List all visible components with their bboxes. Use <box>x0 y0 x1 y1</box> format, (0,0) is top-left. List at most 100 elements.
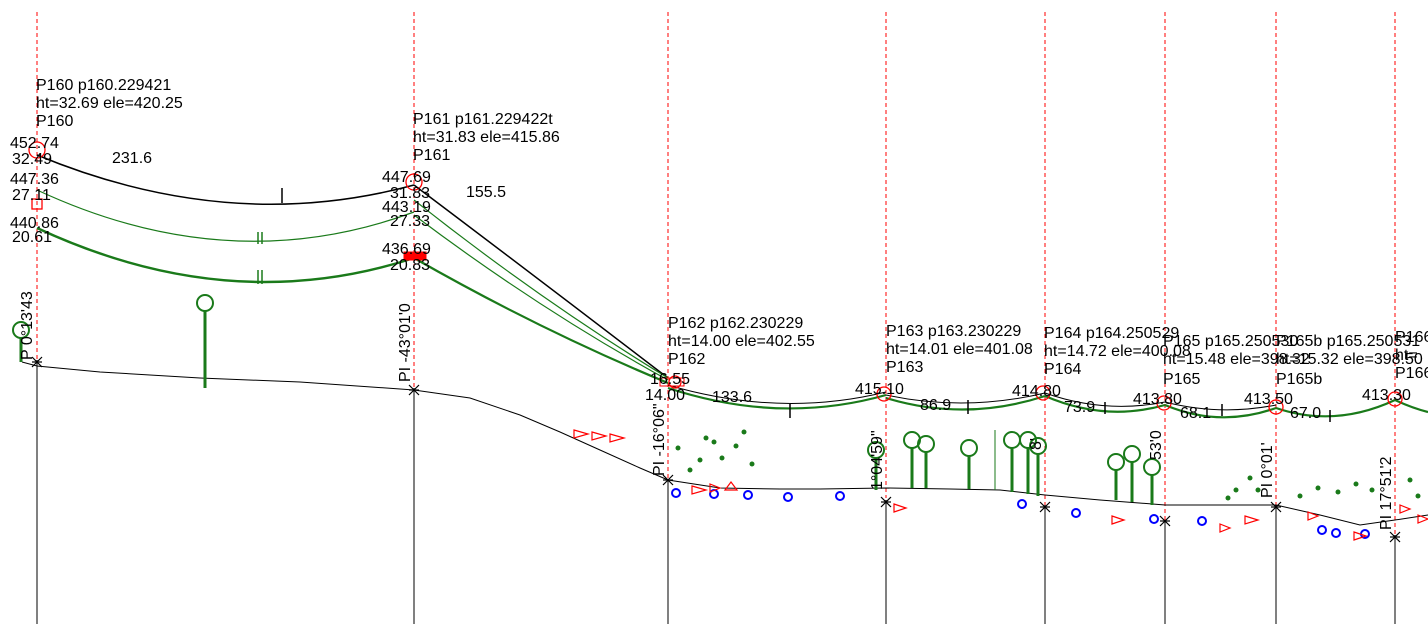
tower-name-p165: P165 <box>1163 371 1200 388</box>
span-label-2: 155.5 <box>466 184 506 201</box>
green-wire-ticks <box>257 232 263 284</box>
span-label-1: 231.6 <box>112 150 152 167</box>
vegetation-dots <box>675 429 1421 501</box>
insulator-marker-p160 <box>31 198 43 210</box>
tree-symbol <box>1107 453 1125 500</box>
tower-marker-p163 <box>876 386 892 402</box>
ground-profile <box>21 361 1428 526</box>
attach-p161-4: 436.69 <box>382 241 431 258</box>
tower-height-p165b: ht=15.32 ele=398.50 <box>1276 351 1423 368</box>
phase-wire-b-span-2 <box>413 214 669 381</box>
tower-header-p160: P160 p160.229421 <box>36 77 171 94</box>
phase-wire-span-6 <box>1164 403 1277 419</box>
angle-label-p163: 1°04'59" <box>869 430 886 490</box>
tower-header-p165: P165 p165.250530 <box>1163 333 1298 350</box>
tower-height-p163: ht=14.01 ele=401.08 <box>886 341 1033 358</box>
tower-height-p166: ht= <box>1395 347 1418 364</box>
tree-symbol <box>960 439 978 489</box>
tower-marker-p165 <box>1156 395 1172 411</box>
attach-p164-0: 414.80 <box>1012 383 1061 400</box>
ground-x-p165 <box>1159 515 1171 527</box>
span-label-5: 73.9 <box>1064 399 1095 416</box>
phase-conductors <box>36 189 1428 419</box>
attach-p162-0: 16.55 <box>650 371 690 388</box>
attach-p160-4: 440.86 <box>10 215 59 232</box>
phase-wire-span-4 <box>885 394 1046 411</box>
insulator-marker-p162 <box>659 377 685 387</box>
tower-marker-p162 <box>668 375 682 389</box>
angle-label-p165: 53'0 <box>1148 430 1165 460</box>
top-wire-span-1 <box>36 154 415 205</box>
tower-header-p166: P166 <box>1395 329 1428 346</box>
span-label-4: 86.9 <box>920 397 951 414</box>
tower-name-p163: P163 <box>886 359 923 376</box>
tower-marker-p160 <box>28 141 46 159</box>
shield-wire-span-4 <box>885 392 1046 404</box>
tower-name-p160: P160 <box>36 113 73 130</box>
attach-p160-2: 447.36 <box>10 171 59 188</box>
tower-marker-p161 <box>405 173 423 191</box>
attach-p160-0: 452.74 <box>10 135 59 152</box>
tower-header-p163: P163 p163.230229 <box>886 323 1021 340</box>
tree-symbol <box>12 321 30 362</box>
tower-height-p165: ht=15.48 ele=398.32 <box>1163 351 1310 368</box>
attach-p160-1: 32.49 <box>12 151 52 168</box>
attachment-labels: 452.74 32.49 447.36 27.11 440.86 20.61 4… <box>10 135 1411 408</box>
tower-height-p164: ht=14.72 ele=400.08 <box>1044 343 1191 360</box>
tree-symbol <box>867 441 885 490</box>
ground-x-p162 <box>662 474 674 486</box>
top-conductor <box>36 154 669 379</box>
angle-label-p164: 8' <box>1028 438 1045 450</box>
ground-x-p165b <box>1270 501 1282 513</box>
clearance-markers <box>573 429 1428 541</box>
tower-poles <box>36 360 1396 624</box>
tower-name-p161: P161 <box>413 147 450 164</box>
attach-p165-0: 413.80 <box>1133 391 1182 408</box>
angle-label-p166: PI 17°51'2 <box>1378 456 1395 530</box>
wire-ticks <box>281 188 1331 422</box>
shield-wire-span-3 <box>667 384 887 404</box>
ground-x-p160 <box>31 356 43 368</box>
angle-label-p162: PI -16°06" <box>651 403 668 476</box>
tree-symbol <box>1019 431 1037 494</box>
tower-marker-p164 <box>1035 385 1051 401</box>
tower-markers <box>28 141 1403 415</box>
attach-p161-5: 20.83 <box>390 257 430 274</box>
tower-height-p162: ht=14.00 ele=402.55 <box>668 333 815 350</box>
ground-x-p161 <box>408 384 420 396</box>
angle-label-p160: P 0°13'43 <box>19 291 36 360</box>
tower-name-p162: P162 <box>668 351 705 368</box>
ground-x-markers <box>31 356 1401 543</box>
phase-wire-a-span-2 <box>413 199 669 379</box>
tower-header-p164: P164 p164.250529 <box>1044 325 1179 342</box>
angle-label-p165b: PI 0°01' <box>1259 442 1276 498</box>
span-label-6: 68.1 <box>1180 405 1211 422</box>
tower-header-p161: P161 p161.229422t <box>413 111 553 128</box>
phase-wire-span-3 <box>667 386 887 410</box>
tower-height-p160: ht=32.69 ele=420.25 <box>36 95 183 112</box>
phase-wire-span-7 <box>1275 399 1396 418</box>
tower-marker-p165b <box>1268 399 1284 415</box>
guide-lines <box>36 12 1396 535</box>
tree-symbol <box>196 294 214 388</box>
tower-labels: P160 p160.229421 ht=32.69 ele=420.25 P16… <box>36 77 1428 388</box>
phase-wire-c-span-2 <box>413 257 669 385</box>
attach-p160-3: 27.11 <box>12 187 51 204</box>
attach-p166-0: 413.30 <box>1362 387 1411 404</box>
tower-name-p164: P164 <box>1044 361 1081 378</box>
top-wire-span-2 <box>413 184 669 379</box>
attach-p161-3: 27.33 <box>390 213 430 230</box>
tree-symbol <box>917 435 935 488</box>
attach-p160-5: 20.61 <box>12 229 52 246</box>
span-labels: 231.6 155.5 133.6 86.9 73.9 68.1 67.0 <box>112 150 1321 422</box>
tower-height-p161: ht=31.83 ele=415.86 <box>413 129 560 146</box>
shield-wire-span-6 <box>1164 401 1277 411</box>
tree-symbol <box>1123 445 1141 502</box>
angle-label-p161: PI -43°01'0 <box>397 303 414 382</box>
phase-wire-span-8 <box>1394 399 1428 414</box>
span-label-7: 67.0 <box>1290 405 1321 422</box>
trees <box>12 294 1161 505</box>
tower-name-p166: P166 <box>1395 365 1428 382</box>
